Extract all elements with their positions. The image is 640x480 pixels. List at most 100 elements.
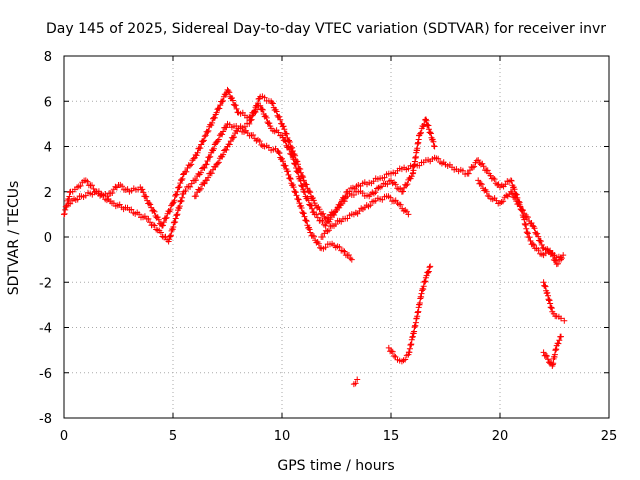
data-point <box>301 213 308 220</box>
data-point <box>193 193 199 200</box>
data-point <box>285 171 292 178</box>
y-axis-label: SDTVAR / TECUs <box>6 181 22 296</box>
data-point <box>341 198 348 205</box>
data-point <box>145 215 152 222</box>
data-point <box>182 187 189 194</box>
data-point <box>352 380 359 387</box>
data-point <box>234 128 241 135</box>
data-point <box>484 167 491 174</box>
data-point <box>275 129 282 136</box>
data-point <box>226 89 233 96</box>
data-point <box>306 226 313 233</box>
data-point <box>213 109 220 116</box>
data-point <box>300 210 307 217</box>
data-point <box>233 105 240 112</box>
data-point <box>84 178 91 185</box>
series-trace-c <box>191 93 438 222</box>
data-point <box>263 114 270 121</box>
data-point <box>545 356 551 363</box>
data-point <box>178 177 185 184</box>
data-point <box>558 315 564 322</box>
data-point <box>528 220 535 226</box>
data-point <box>207 153 214 160</box>
data-point <box>219 98 226 105</box>
data-point <box>418 290 425 297</box>
data-point <box>344 215 351 222</box>
y-tick-label: -8 <box>39 412 52 427</box>
data-point <box>204 129 211 135</box>
y-tick-label: 0 <box>44 231 52 246</box>
data-point <box>391 352 398 359</box>
data-point <box>154 214 161 221</box>
data-point <box>402 356 409 363</box>
data-point <box>529 241 536 247</box>
data-point <box>201 164 208 171</box>
data-point <box>227 138 234 145</box>
data-point <box>287 175 293 182</box>
data-point <box>560 252 567 259</box>
data-point <box>459 167 466 174</box>
data-point <box>226 141 233 148</box>
data-point <box>508 177 515 184</box>
data-point <box>89 182 95 189</box>
data-point <box>293 192 300 199</box>
y-tick-label: -2 <box>39 276 52 291</box>
data-point <box>291 188 298 195</box>
data-point <box>384 181 391 188</box>
data-point <box>201 133 208 140</box>
data-point <box>552 257 559 264</box>
data-point <box>341 248 348 255</box>
data-point <box>275 149 282 156</box>
data-point <box>316 206 323 213</box>
data-point <box>173 191 180 198</box>
data-point <box>313 211 320 218</box>
data-point <box>502 181 509 188</box>
data-point <box>309 205 315 212</box>
data-point <box>231 134 237 141</box>
grid <box>64 56 609 418</box>
data-point <box>229 134 236 141</box>
data-point <box>469 164 476 171</box>
data-point <box>310 197 317 204</box>
data-point <box>287 176 294 182</box>
data-point <box>193 177 199 184</box>
data-point <box>276 113 283 120</box>
data-point <box>319 234 326 240</box>
data-point <box>150 207 157 214</box>
data-point <box>417 130 424 137</box>
data-point <box>254 102 261 109</box>
series-trace-b <box>65 120 355 263</box>
data-point <box>179 194 186 201</box>
data-point <box>319 218 326 224</box>
data-point <box>431 143 438 150</box>
data-point <box>289 148 296 154</box>
data-point <box>427 130 434 137</box>
data-point <box>119 183 126 190</box>
data-point <box>286 139 293 145</box>
data-point <box>297 169 304 176</box>
data-point <box>153 226 160 233</box>
data-point <box>229 97 236 104</box>
data-point <box>211 114 218 121</box>
data-point <box>418 129 424 136</box>
data-point <box>348 256 355 263</box>
data-point <box>292 152 299 159</box>
data-point <box>295 196 302 203</box>
data-point <box>196 187 203 193</box>
data-point <box>531 225 538 232</box>
data-point <box>163 214 170 221</box>
data-point <box>261 94 268 101</box>
data-point <box>282 162 289 169</box>
data-point <box>147 219 153 226</box>
series-trace-d <box>318 193 412 240</box>
data-point <box>426 264 433 271</box>
data-point <box>147 201 154 208</box>
data-point <box>311 200 318 207</box>
data-point <box>305 197 312 204</box>
data-point <box>400 188 406 195</box>
data-point <box>424 121 431 128</box>
data-point <box>160 219 167 226</box>
data-point <box>259 106 265 113</box>
data-point <box>190 155 197 162</box>
data-point <box>345 252 352 258</box>
